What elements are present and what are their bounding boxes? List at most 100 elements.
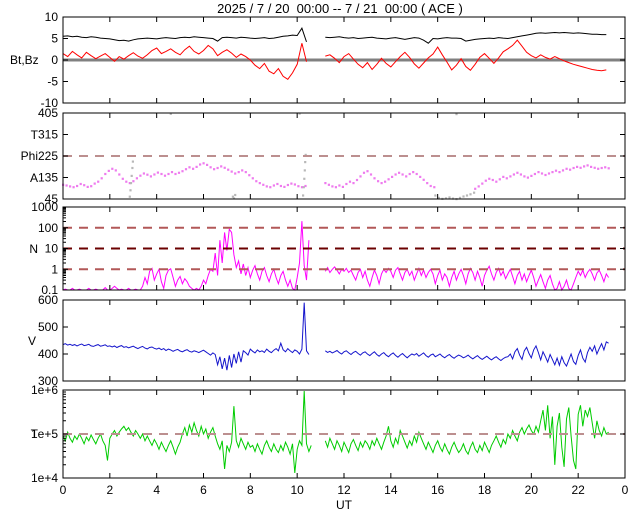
data-dot: [169, 112, 172, 115]
y-label-n: N: [29, 242, 38, 256]
data-dot: [412, 171, 415, 174]
data-dot: [149, 175, 152, 178]
data-dot: [302, 186, 305, 189]
chart-root: 1050-5-104053152251354510001001010.16005…: [31, 10, 629, 497]
data-dot: [97, 180, 100, 183]
data-dot: [76, 184, 79, 188]
data-dot: [362, 171, 366, 174]
data-dot: [377, 180, 380, 183]
y-tick-label: 300: [38, 374, 58, 388]
data-dot: [231, 195, 234, 198]
data-dot: [90, 185, 93, 188]
panel-temperature-panel: 1e+61e+51e+40 2 4 6 8 10 12 14 16 18 20 22 0: [31, 383, 629, 497]
data-dot: [505, 177, 508, 180]
data-dot: [604, 166, 607, 169]
data-dot: [387, 178, 390, 181]
data-dot: [160, 172, 163, 176]
data-dot: [121, 177, 124, 180]
x-tick-label: 10: [290, 483, 304, 497]
trace-segment: [324, 405, 609, 470]
y-label-v: V: [28, 334, 36, 348]
data-dot: [220, 165, 223, 168]
data-dot: [583, 165, 586, 168]
x-tick-label: 4: [153, 483, 160, 497]
trace-segment: [325, 39, 607, 72]
data-dot: [544, 173, 547, 177]
data-dot: [139, 174, 142, 177]
data-dot: [255, 180, 258, 183]
data-dot: [434, 194, 437, 197]
data-dot: [72, 186, 75, 189]
data-dot: [607, 167, 610, 170]
data-dot: [279, 184, 282, 188]
data-dot: [272, 184, 275, 187]
y-ticks: 10 5 0 -5 -10: [41, 10, 625, 110]
panel-density-panel: 1000 100 10 1 0.1: [31, 200, 626, 297]
data-dot: [125, 180, 128, 183]
data-dot: [241, 169, 244, 172]
data-dot: [297, 185, 300, 188]
x-tick-label: 14: [384, 483, 398, 497]
data-dot: [223, 166, 226, 169]
data-dot: [384, 180, 387, 183]
x-tick-label: 6: [200, 483, 207, 497]
data-dot: [269, 186, 272, 189]
data-dot: [422, 178, 425, 181]
data-dot: [131, 160, 134, 163]
data-dot: [593, 166, 596, 169]
data-dot: [533, 172, 536, 176]
data-dot: [232, 197, 236, 200]
panel-frame: [62, 299, 626, 382]
data-dot: [83, 184, 86, 187]
data-dot: [579, 166, 582, 169]
data-dot: [65, 184, 68, 187]
data-dot: [104, 172, 107, 176]
data-dot: [498, 178, 501, 181]
data-dot: [230, 170, 233, 173]
data-dot: [341, 185, 344, 188]
data-dot: [469, 193, 472, 196]
data-dot: [199, 163, 202, 166]
y-label-t-lower: T: [31, 427, 39, 441]
data-dot: [345, 182, 348, 186]
data-dot: [167, 172, 170, 176]
data-dot: [473, 191, 476, 194]
x-ticks: [62, 113, 626, 199]
data-dot: [283, 185, 286, 188]
x-tick-label: 18: [478, 483, 492, 497]
data-dot: [355, 178, 359, 182]
data-dot: [558, 171, 561, 174]
x-tick-label: 8: [247, 483, 254, 497]
data-dot: [429, 184, 432, 188]
y-tick-label: 1e+5: [31, 427, 58, 441]
data-dot: [107, 169, 110, 172]
data-dot: [177, 171, 181, 174]
data-dot: [262, 183, 265, 186]
data-dot: [474, 187, 477, 190]
data-dot: [530, 174, 533, 177]
y-tick-label: 135: [38, 171, 58, 185]
y-ticks: 1000 100 10 1 0.1: [31, 200, 625, 297]
data-dot: [132, 180, 135, 183]
data-dot: [477, 185, 480, 188]
data-dot: [488, 177, 491, 180]
x-tick-label: 22: [571, 483, 585, 497]
data-dot: [366, 170, 369, 173]
x-ticks: [62, 17, 626, 103]
y-tick-label: 1e+4: [31, 471, 58, 485]
data-dot: [111, 167, 114, 170]
data-dot: [540, 172, 544, 175]
y-tick-label: 400: [38, 347, 58, 361]
data-dot: [135, 177, 138, 180]
trace-segment: [325, 341, 609, 368]
data-dot: [590, 165, 593, 168]
data-dot: [130, 174, 133, 177]
data-dot: [526, 176, 529, 179]
trace-segment: [324, 264, 610, 292]
data-dot: [465, 194, 469, 197]
y-label-phi: Phi: [21, 149, 38, 163]
data-dot: [93, 182, 96, 185]
plot-title: 2025 / 7 / 20 00:00 -- 7 / 21 00:00 ( AC…: [217, 1, 463, 16]
data-dot: [324, 182, 327, 185]
